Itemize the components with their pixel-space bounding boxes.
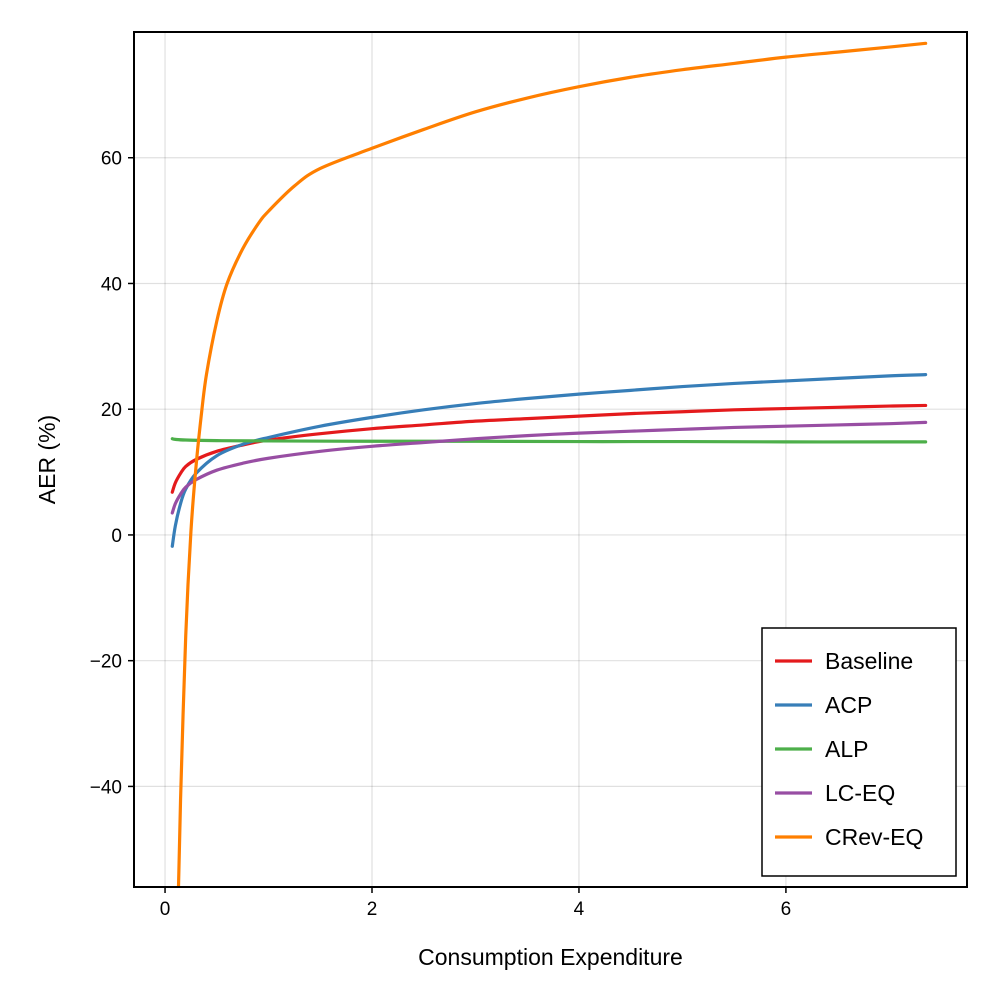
legend-box bbox=[761, 627, 957, 877]
series-line-crev-eq bbox=[176, 41, 928, 887]
y-tick-label: −20 bbox=[90, 652, 122, 673]
y-tick-label: 60 bbox=[101, 149, 122, 170]
y-tick-label: 40 bbox=[101, 274, 122, 295]
y-tick-label: −40 bbox=[90, 777, 122, 798]
plot-frame bbox=[133, 31, 968, 888]
plot-lines bbox=[170, 41, 928, 887]
legend-label-crev-eq: CRev-EQ bbox=[825, 824, 923, 850]
x-tick-label: 2 bbox=[367, 899, 378, 920]
y-axis-title: AER (%) bbox=[34, 415, 60, 504]
grid bbox=[134, 32, 967, 887]
x-axis-title: Consumption Expenditure bbox=[418, 944, 683, 970]
y-tick-label: 0 bbox=[111, 526, 122, 547]
legend-label-lc-eq: LC-EQ bbox=[825, 780, 895, 806]
series-line-lc-eq bbox=[170, 420, 928, 515]
legend: Baseline ACP ALP LC-EQ CRev-EQ bbox=[761, 627, 957, 877]
series-line-baseline bbox=[170, 403, 928, 494]
x-axis: 0 2 4 6 bbox=[160, 887, 791, 920]
x-tick-label: 4 bbox=[574, 899, 585, 920]
legend-label-alp: ALP bbox=[825, 736, 868, 762]
legend-label-baseline: Baseline bbox=[825, 648, 913, 674]
y-tick-label: 20 bbox=[101, 400, 122, 421]
legend-label-acp: ACP bbox=[825, 692, 872, 718]
series-line-alp bbox=[170, 437, 928, 444]
y-axis: −40 −20 0 20 40 60 bbox=[90, 149, 134, 798]
x-tick-label: 0 bbox=[160, 899, 171, 920]
x-tick-label: 6 bbox=[781, 899, 792, 920]
